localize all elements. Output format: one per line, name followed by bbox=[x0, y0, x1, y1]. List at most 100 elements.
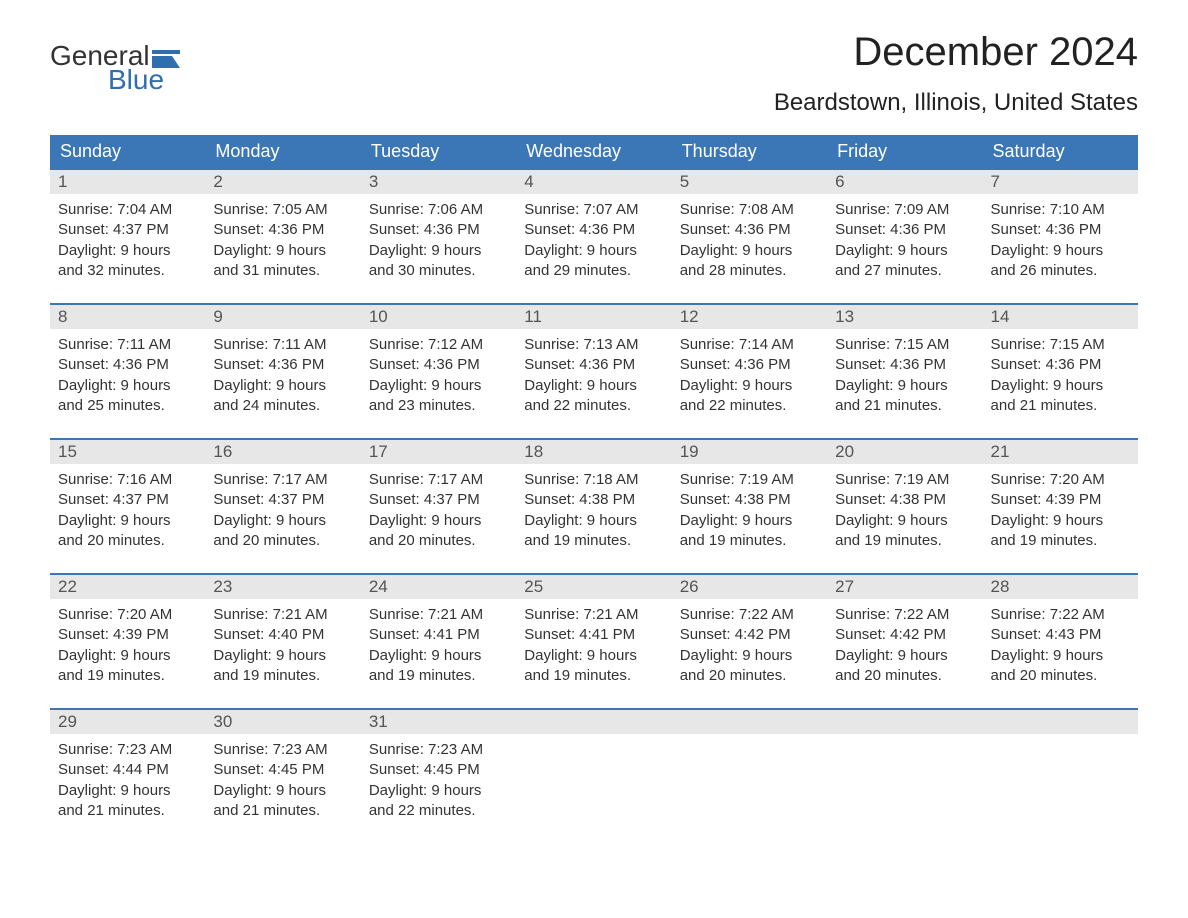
detail-cell: Sunrise: 7:04 AMSunset: 4:37 PMDaylight:… bbox=[50, 194, 205, 285]
date-cell bbox=[827, 710, 982, 734]
detail-cell: Sunrise: 7:20 AMSunset: 4:39 PMDaylight:… bbox=[50, 599, 205, 690]
date-cell bbox=[672, 710, 827, 734]
daylight-text-1: Daylight: 9 hours bbox=[58, 376, 197, 396]
detail-cell: Sunrise: 7:05 AMSunset: 4:36 PMDaylight:… bbox=[205, 194, 360, 285]
day-header-cell: Wednesday bbox=[516, 135, 671, 168]
weeks-container: 1234567Sunrise: 7:04 AMSunset: 4:37 PMDa… bbox=[50, 168, 1138, 825]
daylight-text-2: and 19 minutes. bbox=[991, 531, 1130, 551]
detail-cell: Sunrise: 7:17 AMSunset: 4:37 PMDaylight:… bbox=[205, 464, 360, 555]
sunset-text: Sunset: 4:38 PM bbox=[835, 490, 974, 510]
daylight-text-1: Daylight: 9 hours bbox=[991, 511, 1130, 531]
detail-row: Sunrise: 7:11 AMSunset: 4:36 PMDaylight:… bbox=[50, 329, 1138, 420]
detail-cell: Sunrise: 7:17 AMSunset: 4:37 PMDaylight:… bbox=[361, 464, 516, 555]
date-cell: 13 bbox=[827, 305, 982, 329]
date-row: 891011121314 bbox=[50, 305, 1138, 329]
sunrise-text: Sunrise: 7:17 AM bbox=[213, 470, 352, 490]
daylight-text-1: Daylight: 9 hours bbox=[680, 511, 819, 531]
detail-cell: Sunrise: 7:19 AMSunset: 4:38 PMDaylight:… bbox=[827, 464, 982, 555]
daylight-text-1: Daylight: 9 hours bbox=[835, 511, 974, 531]
sunset-text: Sunset: 4:36 PM bbox=[58, 355, 197, 375]
daylight-text-2: and 29 minutes. bbox=[524, 261, 663, 281]
date-cell: 6 bbox=[827, 170, 982, 194]
day-header-row: SundayMondayTuesdayWednesdayThursdayFrid… bbox=[50, 135, 1138, 168]
sunset-text: Sunset: 4:36 PM bbox=[369, 355, 508, 375]
sunrise-text: Sunrise: 7:23 AM bbox=[213, 740, 352, 760]
sunset-text: Sunset: 4:36 PM bbox=[524, 355, 663, 375]
logo-text-blue: Blue bbox=[108, 64, 164, 96]
daylight-text-1: Daylight: 9 hours bbox=[680, 646, 819, 666]
daylight-text-2: and 20 minutes. bbox=[991, 666, 1130, 686]
detail-cell: Sunrise: 7:09 AMSunset: 4:36 PMDaylight:… bbox=[827, 194, 982, 285]
detail-cell: Sunrise: 7:22 AMSunset: 4:43 PMDaylight:… bbox=[983, 599, 1138, 690]
detail-cell: Sunrise: 7:18 AMSunset: 4:38 PMDaylight:… bbox=[516, 464, 671, 555]
daylight-text-1: Daylight: 9 hours bbox=[680, 241, 819, 261]
detail-cell: Sunrise: 7:14 AMSunset: 4:36 PMDaylight:… bbox=[672, 329, 827, 420]
detail-cell: Sunrise: 7:23 AMSunset: 4:44 PMDaylight:… bbox=[50, 734, 205, 825]
daylight-text-1: Daylight: 9 hours bbox=[991, 241, 1130, 261]
sunset-text: Sunset: 4:36 PM bbox=[680, 220, 819, 240]
sunrise-text: Sunrise: 7:17 AM bbox=[369, 470, 508, 490]
date-row: 1234567 bbox=[50, 170, 1138, 194]
date-cell: 31 bbox=[361, 710, 516, 734]
sunset-text: Sunset: 4:38 PM bbox=[680, 490, 819, 510]
sunrise-text: Sunrise: 7:13 AM bbox=[524, 335, 663, 355]
sunset-text: Sunset: 4:36 PM bbox=[991, 355, 1130, 375]
week-block: 15161718192021Sunrise: 7:16 AMSunset: 4:… bbox=[50, 438, 1138, 555]
sunrise-text: Sunrise: 7:15 AM bbox=[991, 335, 1130, 355]
sunrise-text: Sunrise: 7:20 AM bbox=[991, 470, 1130, 490]
sunset-text: Sunset: 4:41 PM bbox=[369, 625, 508, 645]
daylight-text-2: and 31 minutes. bbox=[213, 261, 352, 281]
daylight-text-1: Daylight: 9 hours bbox=[58, 511, 197, 531]
daylight-text-1: Daylight: 9 hours bbox=[369, 781, 508, 801]
date-cell: 4 bbox=[516, 170, 671, 194]
daylight-text-1: Daylight: 9 hours bbox=[991, 646, 1130, 666]
daylight-text-2: and 19 minutes. bbox=[835, 531, 974, 551]
sunset-text: Sunset: 4:36 PM bbox=[835, 220, 974, 240]
date-cell: 8 bbox=[50, 305, 205, 329]
sunset-text: Sunset: 4:38 PM bbox=[524, 490, 663, 510]
date-cell: 16 bbox=[205, 440, 360, 464]
detail-cell: Sunrise: 7:21 AMSunset: 4:41 PMDaylight:… bbox=[361, 599, 516, 690]
sunrise-text: Sunrise: 7:22 AM bbox=[835, 605, 974, 625]
detail-cell: Sunrise: 7:19 AMSunset: 4:38 PMDaylight:… bbox=[672, 464, 827, 555]
detail-cell: Sunrise: 7:20 AMSunset: 4:39 PMDaylight:… bbox=[983, 464, 1138, 555]
daylight-text-1: Daylight: 9 hours bbox=[680, 376, 819, 396]
date-cell: 29 bbox=[50, 710, 205, 734]
daylight-text-1: Daylight: 9 hours bbox=[369, 376, 508, 396]
date-row: 22232425262728 bbox=[50, 575, 1138, 599]
detail-row: Sunrise: 7:20 AMSunset: 4:39 PMDaylight:… bbox=[50, 599, 1138, 690]
daylight-text-1: Daylight: 9 hours bbox=[58, 646, 197, 666]
sunrise-text: Sunrise: 7:21 AM bbox=[369, 605, 508, 625]
daylight-text-2: and 21 minutes. bbox=[991, 396, 1130, 416]
sunset-text: Sunset: 4:43 PM bbox=[991, 625, 1130, 645]
daylight-text-2: and 19 minutes. bbox=[680, 531, 819, 551]
detail-cell: Sunrise: 7:13 AMSunset: 4:36 PMDaylight:… bbox=[516, 329, 671, 420]
sunset-text: Sunset: 4:37 PM bbox=[58, 220, 197, 240]
daylight-text-1: Daylight: 9 hours bbox=[524, 376, 663, 396]
header: General Blue December 2024 Beardstown, I… bbox=[50, 30, 1138, 117]
day-header-cell: Saturday bbox=[983, 135, 1138, 168]
sunrise-text: Sunrise: 7:10 AM bbox=[991, 200, 1130, 220]
title-block: December 2024 Beardstown, Illinois, Unit… bbox=[774, 30, 1138, 117]
sunrise-text: Sunrise: 7:09 AM bbox=[835, 200, 974, 220]
daylight-text-1: Daylight: 9 hours bbox=[213, 241, 352, 261]
daylight-text-2: and 32 minutes. bbox=[58, 261, 197, 281]
daylight-text-2: and 24 minutes. bbox=[213, 396, 352, 416]
daylight-text-1: Daylight: 9 hours bbox=[524, 511, 663, 531]
sunrise-text: Sunrise: 7:21 AM bbox=[524, 605, 663, 625]
sunset-text: Sunset: 4:42 PM bbox=[835, 625, 974, 645]
detail-cell: Sunrise: 7:16 AMSunset: 4:37 PMDaylight:… bbox=[50, 464, 205, 555]
sunset-text: Sunset: 4:40 PM bbox=[213, 625, 352, 645]
date-cell: 3 bbox=[361, 170, 516, 194]
detail-cell: Sunrise: 7:07 AMSunset: 4:36 PMDaylight:… bbox=[516, 194, 671, 285]
date-cell: 25 bbox=[516, 575, 671, 599]
date-cell: 12 bbox=[672, 305, 827, 329]
day-header-cell: Sunday bbox=[50, 135, 205, 168]
sunrise-text: Sunrise: 7:06 AM bbox=[369, 200, 508, 220]
daylight-text-1: Daylight: 9 hours bbox=[58, 781, 197, 801]
month-title: December 2024 bbox=[774, 30, 1138, 75]
daylight-text-2: and 21 minutes. bbox=[58, 801, 197, 821]
day-header-cell: Friday bbox=[827, 135, 982, 168]
daylight-text-2: and 20 minutes. bbox=[58, 531, 197, 551]
daylight-text-1: Daylight: 9 hours bbox=[835, 241, 974, 261]
